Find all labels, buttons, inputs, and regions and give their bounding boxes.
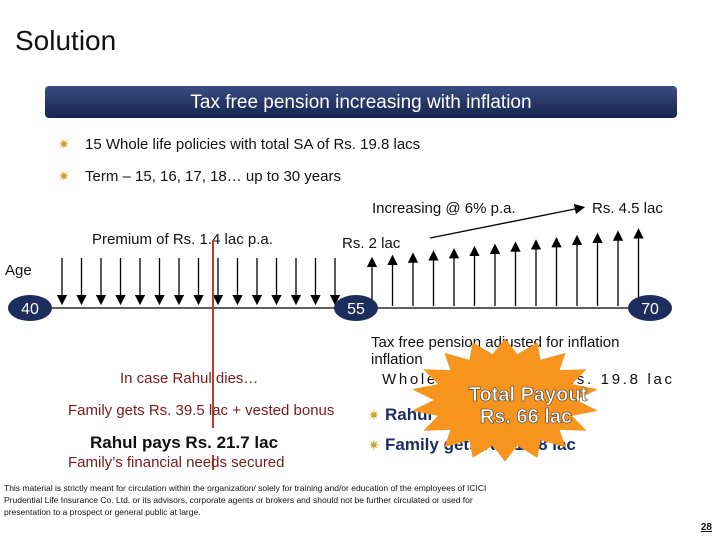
bullet: Term – 15, 16, 17, 18… up to 30 years bbox=[85, 168, 341, 185]
bullet: 15 Whole life policies with total SA of … bbox=[85, 136, 420, 153]
arrows bbox=[56, 228, 644, 306]
age: 70 bbox=[641, 301, 659, 318]
death-benefit: Family gets Rs. 39.5 lac + vested bonus bbox=[68, 402, 334, 419]
payout-label: Total Payout bbox=[469, 384, 588, 406]
banner-text: Tax free pension increasing with inflati… bbox=[190, 92, 531, 113]
first-pension: Rs. 2 lac bbox=[342, 235, 401, 252]
page-number: 28 bbox=[701, 522, 713, 533]
age-badge bbox=[8, 295, 52, 321]
bullet-icon: ✷ bbox=[368, 407, 380, 423]
bullet-icon: ✷ bbox=[58, 168, 70, 184]
age-badge bbox=[628, 295, 672, 321]
age: 40 bbox=[21, 301, 39, 318]
survival-heading: Tax free pension adjusted for inflation bbox=[371, 334, 620, 351]
bullet-icon: ✷ bbox=[368, 437, 380, 453]
premium-label: Premium of Rs. 1.4 lac p.a. bbox=[92, 231, 273, 248]
disclaimer: This material is strictly meant for circ… bbox=[4, 483, 486, 493]
banner bbox=[45, 86, 677, 118]
death-outcome: Family’s financial needs secured bbox=[68, 454, 285, 471]
paid-box bbox=[84, 428, 326, 455]
final-pension: Rs. 4.5 lac bbox=[592, 200, 663, 217]
paid: Rahul pays Rs. 21.7 lac bbox=[90, 433, 278, 452]
increase-arrow bbox=[429, 203, 586, 239]
slide-title: Solution bbox=[15, 25, 116, 56]
disclaimer: Prudential Life Insurance Co. Ltd. or it… bbox=[4, 495, 473, 505]
starburst bbox=[412, 338, 598, 462]
age: 55 bbox=[347, 301, 365, 318]
age-badge bbox=[334, 295, 378, 321]
disclaimer: presentation to a prospect or general pu… bbox=[4, 507, 201, 517]
age-label: Age bbox=[5, 262, 32, 279]
bullet-icon: ✷ bbox=[58, 136, 70, 152]
death-heading: In case Rahul dies… bbox=[120, 370, 258, 387]
payout-amount: Rs. 66 lac bbox=[480, 406, 572, 428]
survival-heading-2: inflation bbox=[371, 351, 423, 368]
increase-note: Increasing @ 6% p.a. bbox=[372, 200, 516, 217]
